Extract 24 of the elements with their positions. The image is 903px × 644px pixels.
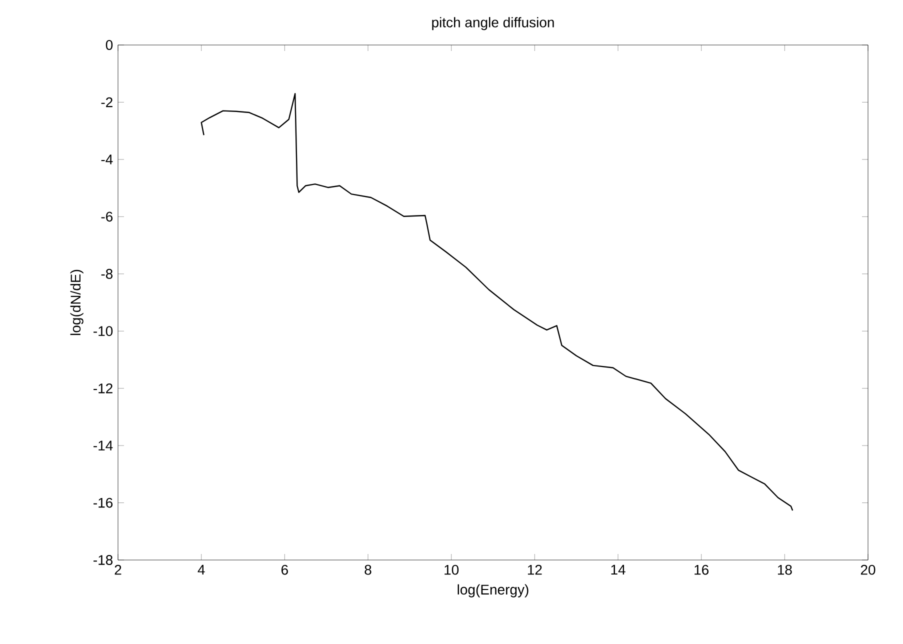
x-axis-title: log(Energy) bbox=[458, 584, 528, 598]
y-tick-label: -14 bbox=[94, 440, 113, 450]
y-tick-label: -10 bbox=[94, 326, 113, 336]
y-axis-title: log(dN/dE) bbox=[70, 270, 84, 336]
y-tick-label: -4 bbox=[101, 154, 113, 164]
y-tick-label: -6 bbox=[101, 212, 113, 222]
x-tick-label: 8 bbox=[364, 564, 372, 575]
chart-title: pitch angle diffusion bbox=[432, 17, 554, 30]
x-tick-label: 18 bbox=[778, 564, 792, 575]
y-tick-label: -12 bbox=[94, 383, 112, 394]
x-tick-label: 16 bbox=[694, 564, 709, 575]
line-series bbox=[200, 93, 794, 512]
y-tick-label: -16 bbox=[94, 498, 113, 508]
x-tick-label: 14 bbox=[611, 564, 626, 574]
x-tick-label: 6 bbox=[281, 564, 288, 575]
x-tick-label: 10 bbox=[444, 564, 459, 575]
x-tick-label: 12 bbox=[528, 564, 542, 575]
y-tick-label: -2 bbox=[101, 97, 112, 108]
x-tick-label: 2 bbox=[114, 564, 122, 575]
y-tick-label: -8 bbox=[101, 268, 113, 279]
y-tick-label: 0 bbox=[106, 40, 113, 50]
x-tick-label: 20 bbox=[860, 564, 876, 575]
y-tick-label: -18 bbox=[94, 555, 113, 565]
x-tick-label: 4 bbox=[198, 564, 205, 574]
